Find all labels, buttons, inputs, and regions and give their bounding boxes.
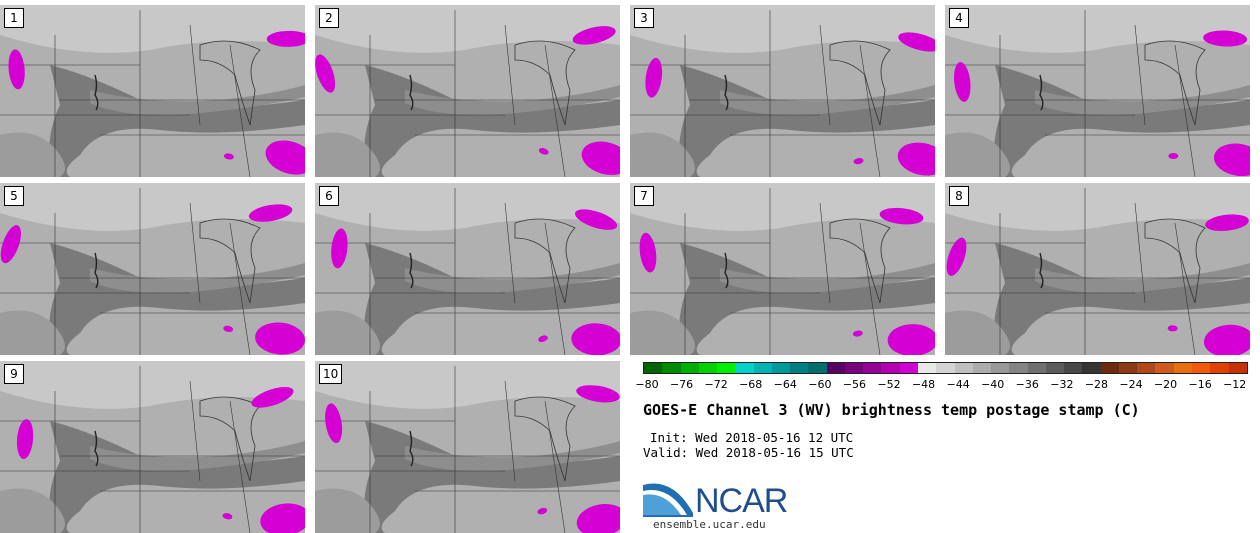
- init-time: Init: Wed 2018-05-16 12 UTC: [650, 430, 854, 445]
- water-vapor-map: [630, 5, 935, 177]
- panel-number: 1: [4, 8, 24, 28]
- water-vapor-map: [315, 183, 620, 355]
- colorbar-segment: [1082, 363, 1101, 373]
- colorbar-segment: [844, 363, 864, 373]
- colorbar-segment: [1155, 363, 1174, 373]
- map-panel-6: 6: [315, 183, 620, 355]
- colorbar-tick-label: −76: [669, 378, 694, 391]
- colorbar-segment: [1045, 363, 1065, 373]
- ncar-logo-icon: [643, 483, 693, 517]
- colorbar-segment: [644, 363, 663, 373]
- figure-title: GOES-E Channel 3 (WV) brightness temp po…: [643, 401, 1140, 419]
- colorbar-segment: [771, 363, 791, 373]
- water-vapor-map: [0, 361, 305, 533]
- colorbar-segment: [1118, 363, 1138, 373]
- colorbar-segment: [1210, 363, 1229, 373]
- water-vapor-map: [0, 183, 305, 355]
- colorbar-tick-label: −16: [1188, 378, 1212, 391]
- colorbar-segment: [991, 363, 1010, 373]
- colorbar-segment: [917, 363, 937, 373]
- colorbar-segment: [1100, 363, 1119, 373]
- panel-number: 6: [319, 186, 339, 206]
- colorbar-tick-label: −64: [773, 378, 797, 391]
- map-panel-5: 5: [0, 183, 305, 355]
- map-panel-10: 10: [315, 361, 620, 533]
- panel-number: 7: [634, 186, 654, 206]
- colorbar-tick-label: −72: [704, 378, 728, 391]
- colorbar-segment: [881, 363, 900, 373]
- colorbar-segment: [735, 363, 754, 373]
- colorbar-tick-label: −24: [1119, 378, 1143, 391]
- map-panel-4: 4: [945, 5, 1250, 177]
- colorbar-tick-label: −56: [842, 378, 867, 391]
- colorbar-segment: [1064, 363, 1083, 373]
- panel-number: 2: [319, 8, 339, 28]
- map-panel-8: 8: [945, 183, 1250, 355]
- colorbar-segment: [680, 363, 699, 373]
- map-panel-2: 2: [315, 5, 620, 177]
- colorbar-segment: [1009, 363, 1028, 373]
- colorbar-segment: [1027, 363, 1046, 373]
- panel-number: 4: [949, 8, 969, 28]
- panel-number: 3: [634, 8, 654, 28]
- valid-time: Valid: Wed 2018-05-16 15 UTC: [643, 445, 854, 460]
- water-vapor-map: [630, 183, 935, 355]
- colorbar-tick-label: −12: [1223, 378, 1247, 391]
- colorbar-segment: [936, 363, 955, 373]
- colorbar-tick-label: −60: [808, 378, 832, 391]
- colorbar-segment: [1137, 363, 1156, 373]
- colorbar-tick-label: −20: [1153, 378, 1178, 391]
- colorbar-ticks: −80 −76 −72 −68 −64 −60 −56 −52 −48 −44 −40 −36 −32−…: [635, 378, 1248, 392]
- map-panel-7: 7: [630, 183, 935, 355]
- colorbar-segment: [863, 363, 882, 373]
- colorbar-tick-label: −28: [1084, 378, 1109, 391]
- colorbar-tick-label: −80: [635, 378, 659, 391]
- panel-number: 10: [319, 364, 343, 384]
- colorbar-segment: [698, 363, 718, 373]
- panel-number: 8: [949, 186, 969, 206]
- ncar-logo-text: NCAR: [695, 482, 788, 520]
- colorbar-tick-label: −32: [1050, 378, 1074, 391]
- map-panel-1: 1: [0, 5, 305, 177]
- map-panel-9: 9: [0, 361, 305, 533]
- colorbar-segment: [808, 363, 827, 373]
- water-vapor-map: [945, 5, 1250, 177]
- colorbar-tick-label: −36: [1015, 378, 1039, 391]
- panel-number: 9: [4, 364, 24, 384]
- colorbar-tick-label: −52: [877, 378, 901, 391]
- water-vapor-map: [945, 183, 1250, 355]
- colorbar: [643, 362, 1248, 374]
- colorbar-segment: [826, 363, 845, 373]
- colorbar-segment: [1173, 363, 1192, 373]
- colorbar-segment: [1191, 363, 1211, 373]
- colorbar-segment: [899, 363, 918, 373]
- colorbar-tick-label: −44: [946, 378, 970, 391]
- colorbar-tick-label: −48: [911, 378, 936, 391]
- colorbar-segment: [954, 363, 973, 373]
- colorbar-segment: [1228, 363, 1247, 373]
- colorbar-tick-label: −68: [739, 378, 763, 391]
- colorbar-segment: [972, 363, 992, 373]
- water-vapor-map: [0, 5, 305, 177]
- water-vapor-map: [315, 361, 620, 533]
- colorbar-tick-label: −40: [981, 378, 1005, 391]
- colorbar-segment: [790, 363, 809, 373]
- map-panel-3: 3: [630, 5, 935, 177]
- water-vapor-map: [315, 5, 620, 177]
- colorbar-segment: [717, 363, 736, 373]
- colorbar-segment: [662, 363, 681, 373]
- panel-number: 5: [4, 186, 24, 206]
- ncar-url: ensemble.ucar.edu: [653, 518, 766, 531]
- colorbar-segment: [753, 363, 772, 373]
